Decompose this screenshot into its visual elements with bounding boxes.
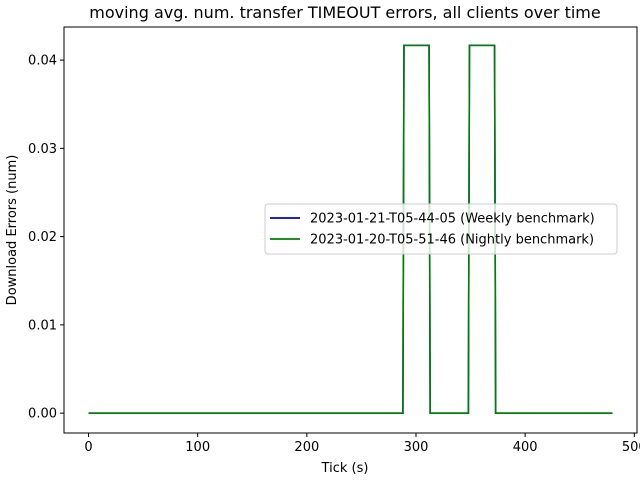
plot-frame [63, 26, 638, 434]
x-tick-label: 500 [622, 440, 640, 455]
y-tick-label: 0.03 [28, 142, 57, 157]
x-tick-label: 300 [404, 440, 429, 455]
y-tick-label: 0.00 [28, 407, 57, 422]
x-tick-label: 400 [513, 440, 538, 455]
y-axis-label: Download Errors (num) [5, 155, 20, 306]
x-tick-label: 100 [185, 440, 210, 455]
x-tick-label: 0 [84, 440, 92, 455]
legend-label-1: 2023-01-21-T05-44-05 (Weekly benchmark) [310, 212, 595, 227]
y-axis: 0.00 0.01 0.02 0.03 0.04 [28, 54, 64, 422]
x-axis: 0 100 200 300 400 500 [84, 433, 640, 455]
plot-area [63, 26, 638, 434]
legend: 2023-01-21-T05-44-05 (Weekly benchmark) 2… [264, 203, 618, 255]
y-tick-label: 0.01 [28, 318, 57, 333]
x-axis-label: Tick (s) [321, 461, 369, 476]
x-tick-label: 200 [294, 440, 319, 455]
y-tick-label: 0.04 [28, 54, 57, 69]
legend-box [264, 203, 618, 255]
chart-title: moving avg. num. transfer TIMEOUT errors… [89, 3, 600, 22]
legend-label-2: 2023-01-20-T05-51-46 (Nightly benchmark) [310, 233, 594, 248]
y-tick-label: 0.02 [28, 230, 57, 245]
